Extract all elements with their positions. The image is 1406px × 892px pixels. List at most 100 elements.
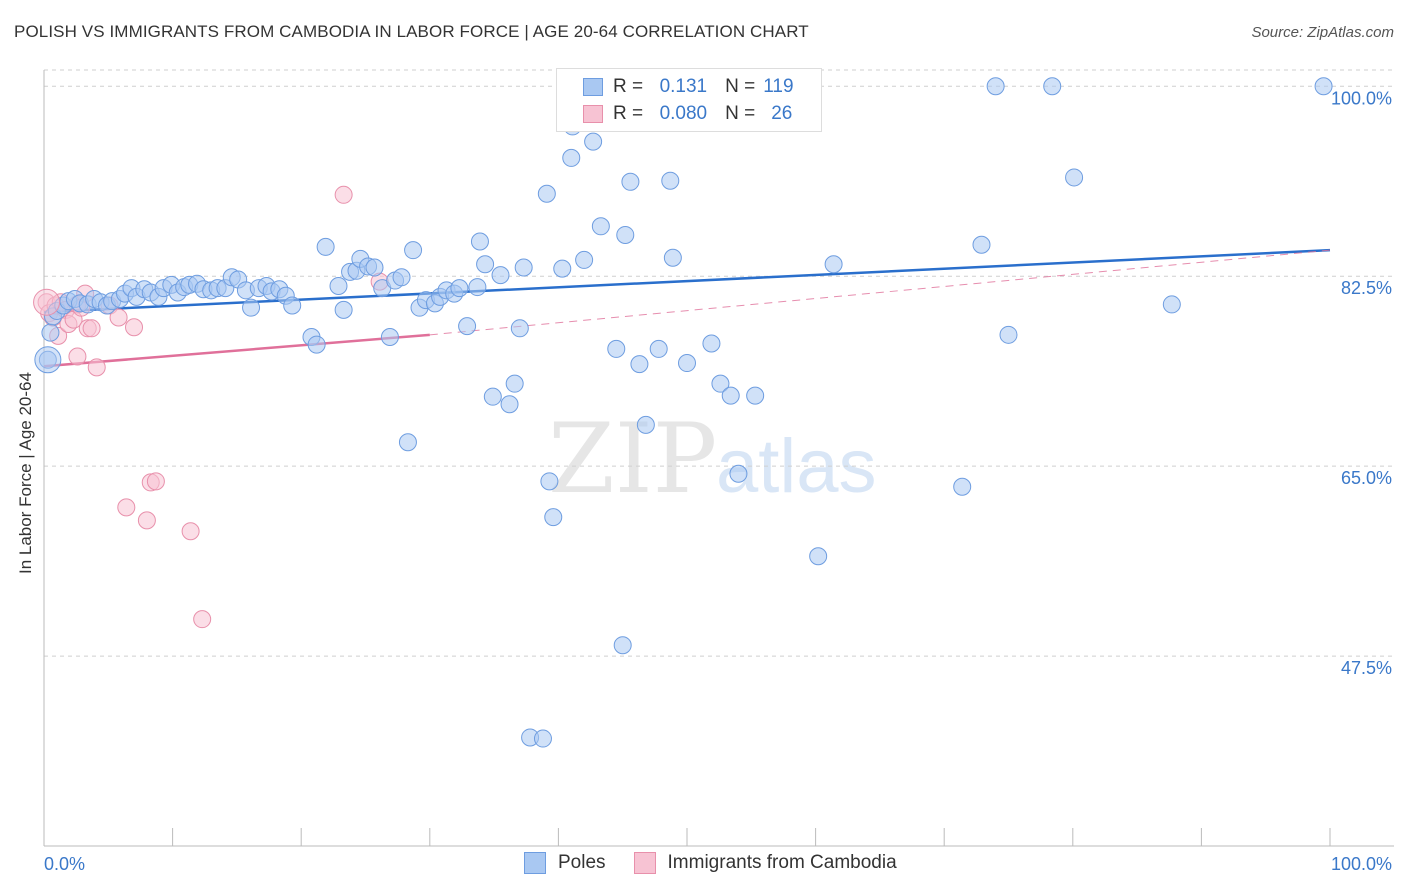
- legend: R = 0.131 N = 119 R = 0.080 N = 26: [556, 68, 822, 132]
- legend-r-value-poles: 0.131: [659, 76, 708, 97]
- point-poles: [505, 374, 524, 393]
- point-poles: [510, 319, 529, 338]
- point-poles: [476, 255, 495, 274]
- point-poles: [746, 386, 765, 405]
- point-poles: [491, 266, 510, 285]
- point-poles: [544, 508, 563, 527]
- point-poles: [483, 387, 502, 406]
- bottom-legend-label-poles: Poles: [558, 852, 606, 873]
- legend-r-label: R =: [613, 103, 644, 124]
- y-tick-label: 100.0%: [1331, 88, 1392, 108]
- y-tick-label: 82.5%: [1341, 278, 1392, 298]
- point-poles: [711, 374, 730, 393]
- point-poles: [721, 386, 740, 405]
- point-immigrants-from-cambodia: [117, 498, 136, 517]
- point-immigrants-from-cambodia: [68, 347, 87, 366]
- point-poles: [1314, 77, 1333, 96]
- data-points: [33, 77, 1333, 748]
- point-poles: [630, 355, 649, 374]
- point-poles: [283, 296, 302, 315]
- legend-r-label: R =: [613, 76, 644, 97]
- legend-row-poles: R = 0.131 N = 119: [583, 74, 794, 100]
- bottom-legend-swatch-cambodia: [633, 852, 656, 874]
- point-poles: [575, 250, 594, 269]
- point-poles: [702, 334, 721, 353]
- point-poles: [584, 132, 603, 151]
- point-poles: [380, 327, 399, 346]
- point-poles: [649, 339, 668, 358]
- point-poles: [636, 415, 655, 434]
- trend-line-cambodia-extension: [429, 249, 1331, 336]
- point-poles: [621, 172, 640, 191]
- point-poles: [404, 241, 423, 260]
- x-tick-label: 0.0%: [44, 854, 85, 874]
- axes: [43, 70, 1394, 847]
- point-poles: [661, 171, 680, 190]
- legend-n-value-cambodia: 26: [771, 103, 793, 124]
- point-poles: [398, 433, 417, 452]
- point-poles: [537, 184, 556, 203]
- tick-labels: 47.5% 65.0% 82.5% 100.0% 0.0% 100.0%: [44, 88, 1392, 874]
- point-poles: [553, 259, 572, 278]
- legend-row-cambodia: R = 0.080 N = 26: [583, 101, 792, 127]
- point-poles: [41, 323, 60, 342]
- point-poles: [1162, 295, 1181, 314]
- point-immigrants-from-cambodia: [334, 185, 353, 204]
- legend-r-value-cambodia: 0.080: [659, 103, 708, 124]
- point-poles: [316, 237, 335, 256]
- point-poles: [514, 258, 533, 277]
- point-poles: [591, 217, 610, 236]
- point-poles: [999, 325, 1018, 344]
- watermark-zip: ZIP: [548, 403, 717, 515]
- point-immigrants-from-cambodia: [82, 319, 101, 338]
- point-poles: [729, 464, 748, 483]
- bottom-legend-label-cambodia: Immigrants from Cambodia: [667, 852, 897, 873]
- point-poles: [678, 354, 696, 373]
- point-poles: [972, 235, 991, 254]
- bottom-legend: Poles Immigrants from Cambodia: [524, 852, 925, 874]
- point-poles: [663, 248, 682, 267]
- bottom-legend-poles: Poles: [524, 852, 606, 874]
- y-tick-label: 47.5%: [1341, 658, 1392, 678]
- trend-lines: [43, 248, 1331, 368]
- legend-swatch-cambodia: [583, 105, 603, 123]
- point-immigrants-from-cambodia: [33, 288, 61, 316]
- point-immigrants-from-cambodia: [146, 472, 165, 491]
- point-poles: [334, 300, 353, 319]
- point-immigrants-from-cambodia: [87, 358, 106, 377]
- point-poles: [824, 255, 843, 274]
- point-immigrants-from-cambodia: [137, 511, 156, 530]
- point-poles: [242, 298, 261, 317]
- point-poles: [613, 636, 632, 655]
- point-poles: [562, 148, 581, 167]
- gridlines: [44, 69, 1394, 657]
- point-poles: [1065, 168, 1084, 187]
- trend-line-cambodia: [43, 333, 430, 368]
- point-poles: [533, 729, 552, 748]
- point-poles: [392, 268, 411, 287]
- bottom-legend-swatch-poles: [524, 852, 546, 874]
- source-label: Source: ZipAtlas.com: [1251, 24, 1394, 41]
- watermark: ZIP atlas: [548, 403, 877, 515]
- x-tick-label: 100.0%: [1331, 854, 1392, 874]
- chart-title: POLISH VS IMMIGRANTS FROM CAMBODIA IN LA…: [14, 22, 809, 41]
- point-poles: [607, 339, 626, 358]
- point-poles: [986, 77, 1005, 96]
- point-immigrants-from-cambodia: [193, 610, 212, 629]
- point-poles: [450, 279, 469, 298]
- point-poles: [307, 335, 326, 354]
- point-poles: [365, 258, 384, 277]
- y-tick-label: 65.0%: [1341, 468, 1392, 488]
- point-poles: [809, 547, 828, 566]
- point-immigrants-from-cambodia: [109, 308, 128, 327]
- legend-n-label: N =: [725, 103, 756, 124]
- point-immigrants-from-cambodia: [181, 522, 200, 541]
- point-poles: [500, 395, 519, 414]
- trend-line-poles: [43, 248, 1331, 314]
- bottom-legend-cambodia: Immigrants from Cambodia: [633, 852, 897, 874]
- point-poles: [468, 278, 487, 297]
- point-poles: [953, 477, 972, 496]
- legend-n-value-poles: 119: [763, 76, 794, 97]
- point-poles: [470, 232, 489, 251]
